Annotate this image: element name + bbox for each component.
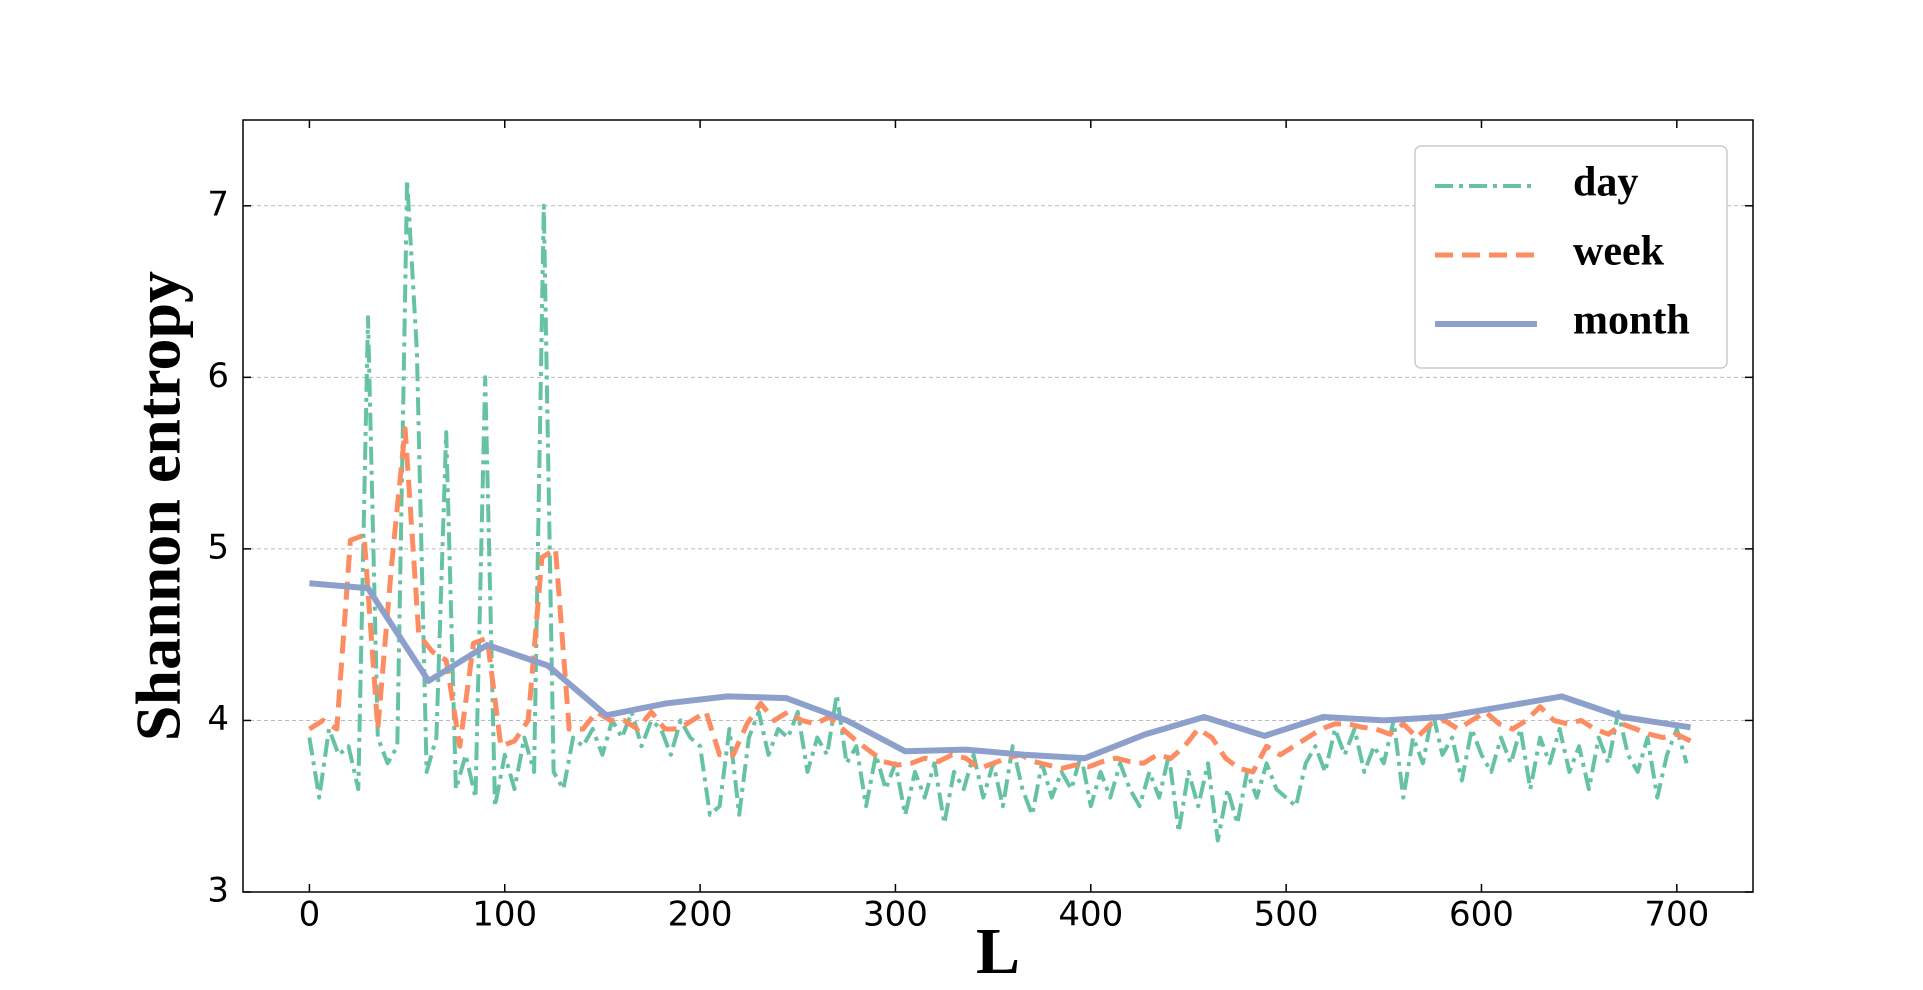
legend-label: month bbox=[1573, 298, 1690, 344]
x-axis-label: L bbox=[976, 915, 1020, 988]
series-line bbox=[308, 426, 1692, 775]
x-tick-label: 300 bbox=[863, 895, 928, 935]
legend-box bbox=[1414, 145, 1728, 369]
x-tick-label: 600 bbox=[1449, 895, 1514, 935]
series-line bbox=[307, 178, 1689, 843]
x-tick-label: 500 bbox=[1254, 895, 1319, 935]
legend-label: day bbox=[1573, 160, 1638, 206]
y-axis-label: Shannon entropy bbox=[123, 271, 194, 741]
legend-label: week bbox=[1573, 229, 1665, 275]
y-tick-label: 5 bbox=[207, 527, 229, 567]
x-tick-label: 100 bbox=[472, 895, 537, 935]
y-tick-label: 4 bbox=[207, 699, 229, 739]
plot-frame bbox=[242, 119, 1754, 893]
series-line bbox=[309, 580, 1691, 762]
x-tick-label: 200 bbox=[668, 895, 733, 935]
x-tick-label: 0 bbox=[299, 895, 321, 935]
y-tick-label: 3 bbox=[207, 871, 229, 911]
y-tick-label: 7 bbox=[207, 184, 229, 224]
x-tick-label: 400 bbox=[1058, 895, 1123, 935]
x-tick-label: 700 bbox=[1644, 895, 1709, 935]
y-tick-label: 6 bbox=[207, 356, 229, 396]
